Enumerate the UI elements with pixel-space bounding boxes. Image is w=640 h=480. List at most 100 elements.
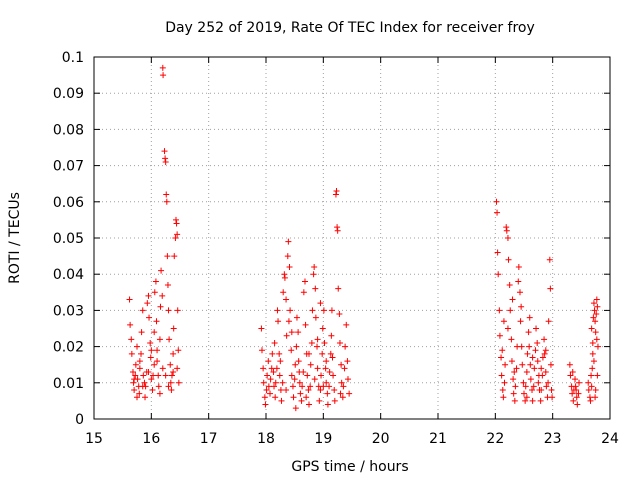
data-point (298, 397, 305, 404)
data-point (277, 358, 284, 365)
data-point (147, 339, 154, 346)
data-point (129, 368, 136, 375)
data-point (167, 361, 174, 368)
data-point (317, 300, 324, 307)
data-point (271, 339, 278, 346)
data-point (285, 238, 292, 245)
data-point (310, 271, 317, 278)
x-tick-label: 21 (429, 431, 447, 447)
data-point (175, 379, 182, 386)
data-point (307, 361, 314, 368)
data-point (164, 282, 171, 289)
data-point (292, 405, 299, 412)
data-point (154, 347, 161, 354)
data-point (272, 394, 279, 401)
x-tick-label: 23 (544, 431, 562, 447)
data-point (263, 387, 270, 394)
data-point (569, 368, 576, 375)
y-tick-label: 0.05 (53, 231, 84, 247)
data-point (321, 339, 328, 346)
data-point (145, 292, 152, 299)
y-tick-label: 0.07 (53, 159, 84, 175)
data-point (152, 278, 159, 285)
data-point (504, 325, 511, 332)
data-point (499, 387, 506, 394)
data-point (136, 358, 143, 365)
data-point (155, 383, 162, 390)
data-point (526, 343, 533, 350)
x-tick-label: 24 (601, 431, 619, 447)
data-point (168, 387, 175, 394)
data-point (594, 343, 601, 350)
data-point (162, 372, 169, 379)
data-point (159, 292, 166, 299)
data-point (573, 387, 580, 394)
data-point (296, 379, 303, 386)
data-point (159, 365, 166, 372)
data-point (499, 347, 506, 354)
data-point (295, 358, 302, 365)
data-point (287, 307, 294, 314)
data-point (523, 394, 530, 401)
data-point (141, 379, 148, 386)
data-point (549, 394, 556, 401)
data-point (328, 307, 335, 314)
data-point (301, 278, 308, 285)
data-point (269, 350, 276, 357)
data-point (323, 379, 330, 386)
data-point (324, 390, 331, 397)
x-tick-label: 15 (85, 431, 103, 447)
data-point (276, 372, 283, 379)
data-point (299, 383, 306, 390)
data-point (570, 397, 577, 404)
data-point (145, 368, 152, 375)
data-point (495, 271, 502, 278)
data-point (324, 401, 331, 408)
data-point (588, 325, 595, 332)
data-point (277, 387, 284, 394)
data-point (531, 365, 538, 372)
y-tick-label: 0.06 (53, 195, 84, 211)
data-point (523, 368, 530, 375)
data-point (156, 390, 163, 397)
y-tick-label: 0.02 (53, 340, 84, 356)
data-point (547, 361, 554, 368)
data-point (174, 365, 181, 372)
data-point (268, 365, 275, 372)
data-point (338, 379, 345, 386)
data-point (316, 397, 323, 404)
data-point (164, 253, 171, 260)
data-point (160, 72, 167, 79)
data-point (165, 383, 172, 390)
data-point (136, 390, 143, 397)
data-point (342, 343, 349, 350)
data-point (515, 263, 522, 270)
y-tick-label: 0.09 (53, 86, 84, 102)
data-point (331, 397, 338, 404)
data-point (170, 325, 177, 332)
data-point (319, 325, 326, 332)
data-point (539, 372, 546, 379)
data-point (330, 372, 337, 379)
data-point (502, 361, 509, 368)
data-point (309, 307, 316, 314)
x-tick-label: 17 (200, 431, 218, 447)
data-point (171, 253, 178, 260)
data-point (274, 307, 281, 314)
data-point (273, 365, 280, 372)
data-point (302, 321, 309, 328)
data-point (526, 314, 533, 321)
data-point (283, 387, 290, 394)
data-point (312, 314, 319, 321)
data-point (149, 387, 156, 394)
data-point (496, 332, 503, 339)
data-point (285, 318, 292, 325)
data-point (295, 329, 302, 336)
data-point (538, 365, 545, 372)
data-point (276, 350, 283, 357)
y-tick-label: 0.04 (53, 267, 84, 283)
data-point (144, 300, 151, 307)
data-point (147, 354, 154, 361)
data-point (541, 350, 548, 357)
data-point (566, 361, 573, 368)
